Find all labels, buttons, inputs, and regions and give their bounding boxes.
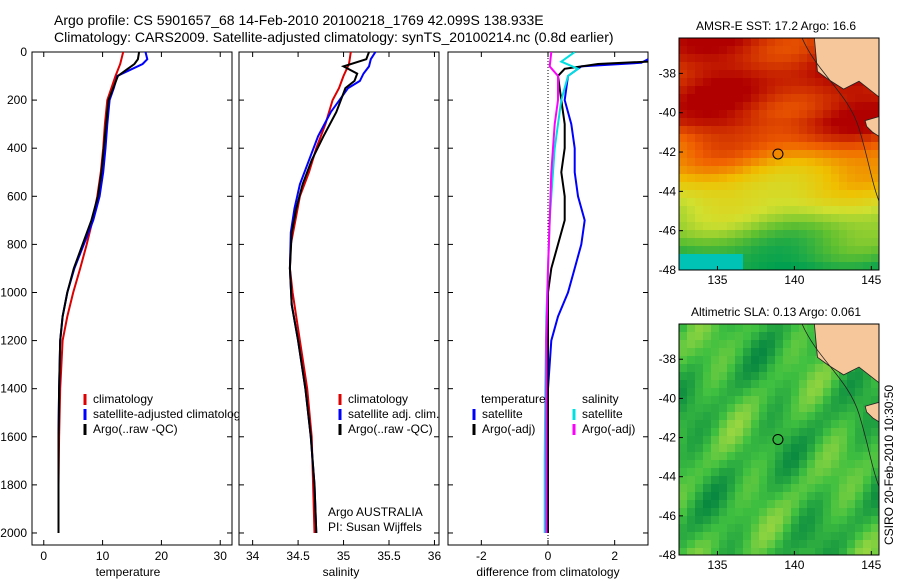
sla-map-title: Altimetric SLA: 0.13 Argo: 0.061: [691, 305, 861, 319]
sst-map-title: AMSR-E SST: 17.2 Argo: 16.6: [696, 19, 856, 33]
depth-tick-label: 400: [7, 141, 27, 155]
credit-label: CSIRO 20-Feb-2010 10:30:50: [882, 385, 896, 545]
sla-map-panel: 135 140 145 -38 -40 -42 -44 -46 -48: [659, 323, 882, 572]
difference-series-salinity-argo-adj-: [545, 52, 559, 533]
difference-legend-temperature-entry: Argo(-adj): [482, 422, 535, 436]
temperature-xtick-label: 20: [155, 549, 169, 563]
sla_map-xtick-label: 135: [707, 558, 727, 572]
argo-position-marker: [772, 433, 784, 445]
sst_map-ytick-label: -48: [659, 263, 677, 277]
temperature-xtick-label: 0: [40, 549, 47, 563]
sst-map-panel: 135 140 145 -38 -40 -42 -44 -46 -48: [659, 37, 882, 287]
sst_map-ytick-label: -44: [659, 184, 677, 198]
depth-tick-label: 0: [20, 45, 27, 59]
temperature-legend-entry: Argo(..raw -QC): [93, 422, 178, 436]
argo-position-marker: [772, 148, 784, 160]
salinity-xtick-label: 35.5: [377, 549, 401, 563]
depth-tick-label: 800: [7, 237, 27, 251]
sst_map-frame: [678, 37, 880, 271]
header-line-2: Climatology: CARS2009. Satellite-adjuste…: [54, 29, 614, 45]
depth-tick-label: 1200: [0, 334, 27, 348]
temperature-panel: 0 10 20 30 0 200 400 600 800 1000 1200 1400 1600 1800…: [0, 45, 246, 563]
depth-tick-label: 2000: [0, 526, 27, 540]
sla_map-ytick-label: -48: [659, 548, 677, 562]
salinity-legend-entry: climatology: [348, 392, 408, 406]
difference-xtick-label: -2: [476, 549, 487, 563]
salinity-legend-entry: Argo(..raw -QC): [348, 422, 433, 436]
sla_map-xtick-label: 145: [861, 558, 881, 572]
temperature-frame: [31, 51, 233, 546]
sla_map-ytick-label: -46: [659, 509, 677, 523]
depth-tick-label: 1600: [0, 430, 27, 444]
sla_map-ytick-label: -40: [659, 391, 677, 405]
difference-legend-title: salinity: [582, 392, 619, 406]
difference-xtick-label: 0: [545, 549, 552, 563]
salinity-legend-entry: satellite adj. clim.: [348, 407, 439, 421]
sla_map-ytick-label: -44: [659, 470, 677, 484]
depth-tick-label: 1800: [0, 478, 27, 492]
temperature-series-argo-raw-qc-: [57, 52, 141, 533]
sst_map-ytick-label: -38: [659, 66, 677, 80]
depth-tick-label: 1400: [0, 382, 27, 396]
salinity-xtick-label: 35: [337, 549, 351, 563]
temperature-legend-entry: climatology: [93, 392, 153, 406]
difference-legend-salinity-entry: Argo(-adj): [582, 422, 635, 436]
argo-australia-label: Argo AUSTRALIA: [328, 505, 423, 519]
temperature-legend-entry: satellite-adjusted climatology: [93, 407, 246, 421]
sst_map-xtick-label: 135: [707, 273, 727, 287]
difference-xlabel: difference from climatology: [476, 565, 619, 579]
sla_map-contour: [801, 324, 879, 487]
difference-legend-salinity-entry: satellite: [582, 407, 623, 421]
sst_map-ytick-label: -46: [659, 224, 677, 238]
difference-xtick-label: 2: [611, 549, 618, 563]
sst_map-xtick-label: 145: [861, 273, 881, 287]
salinity-frame: [238, 51, 440, 546]
temperature-xlabel: temperature: [96, 565, 161, 579]
difference-series-temperature-argo-adj-: [547, 60, 648, 533]
sst_map-xtick-label: 140: [784, 273, 804, 287]
salinity-xtick-label: 34: [246, 549, 260, 563]
temperature-xtick-label: 10: [96, 549, 110, 563]
salinity-xtick-label: 36: [428, 549, 442, 563]
sst_map-contour: [801, 38, 879, 202]
sla_map-ytick-label: -38: [659, 352, 677, 366]
difference-legend-temperature-entry: satellite: [482, 407, 523, 421]
sla_map-land: [813, 324, 879, 423]
salinity-series-argo-raw-qc-: [288, 52, 370, 534]
sst_map-land: [813, 38, 879, 137]
sla_map-frame: [678, 323, 880, 556]
depth-tick-label: 600: [7, 189, 27, 203]
sla_map-xtick-label: 140: [784, 558, 804, 572]
header-line-1: Argo profile: CS 5901657_68 14-Feb-2010 …: [54, 12, 544, 28]
sst_map-ytick-label: -40: [659, 106, 677, 120]
salinity-xtick-label: 34.5: [286, 549, 310, 563]
sst_map-ytick-label: -42: [659, 145, 677, 159]
pi-label: PI: Susan Wijffels: [328, 520, 422, 534]
salinity-xlabel: salinity: [323, 565, 360, 579]
difference-legend-title: temperature: [481, 392, 546, 406]
depth-tick-label: 200: [7, 93, 27, 107]
temperature-xtick-label: 30: [214, 549, 228, 563]
sla_map-field: [679, 324, 879, 555]
depth-tick-label: 1000: [0, 285, 27, 299]
sla_map-ytick-label: -42: [659, 431, 677, 445]
